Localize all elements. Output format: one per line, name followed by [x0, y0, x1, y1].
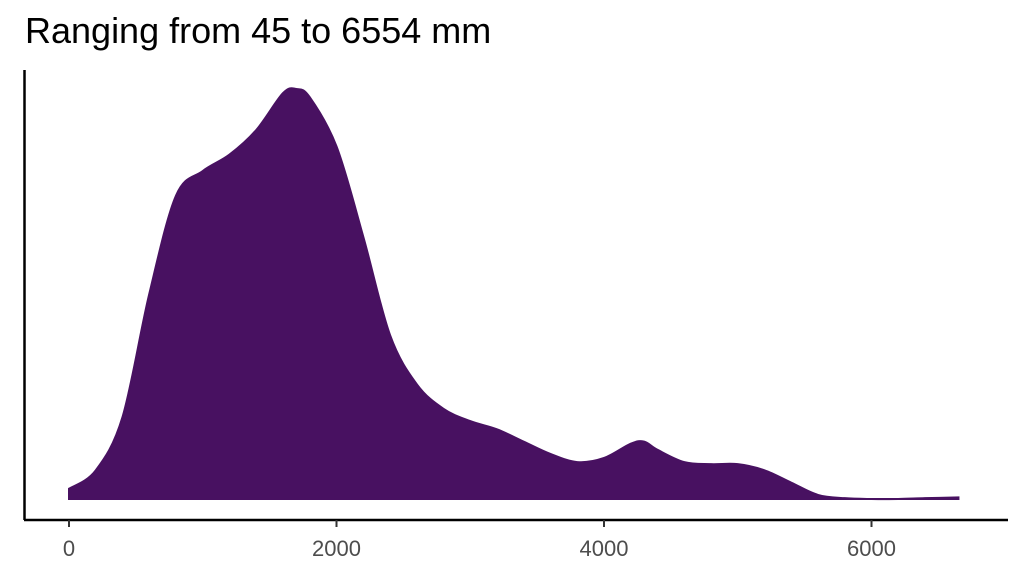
x-axis-ticks: 0 2000 4000 6000 — [63, 520, 896, 561]
x-tick-label: 4000 — [580, 536, 629, 561]
density-area — [68, 87, 960, 501]
x-tick-label: 0 — [63, 536, 75, 561]
x-tick-label: 6000 — [847, 536, 896, 561]
chart-title: Ranging from 45 to 6554 mm — [25, 10, 492, 51]
x-tick-label: 2000 — [312, 536, 361, 561]
